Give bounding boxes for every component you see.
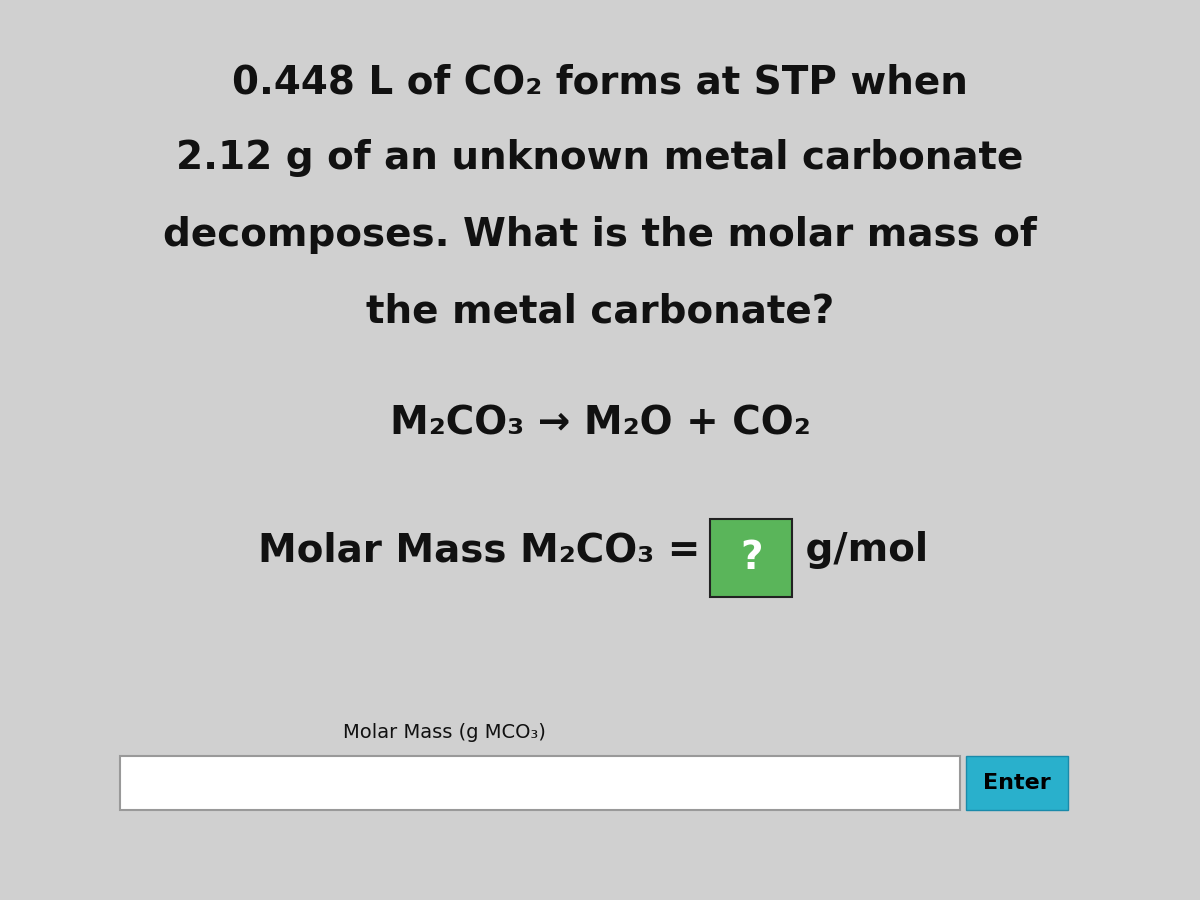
FancyBboxPatch shape [120, 756, 960, 810]
Text: ?: ? [740, 539, 762, 577]
Text: g/mol: g/mol [792, 531, 928, 569]
Text: 2.12 g of an unknown metal carbonate: 2.12 g of an unknown metal carbonate [176, 140, 1024, 177]
FancyBboxPatch shape [966, 756, 1068, 810]
Text: the metal carbonate?: the metal carbonate? [366, 292, 834, 330]
FancyBboxPatch shape [710, 519, 792, 597]
Text: Molar Mass M₂CO₃ =: Molar Mass M₂CO₃ = [258, 531, 714, 569]
Text: Molar Mass (g MCO₃): Molar Mass (g MCO₃) [342, 724, 546, 742]
Text: Enter: Enter [983, 773, 1051, 793]
Text: decomposes. What is the molar mass of: decomposes. What is the molar mass of [163, 216, 1037, 254]
Text: M₂CO₃ → M₂O + CO₂: M₂CO₃ → M₂O + CO₂ [390, 405, 810, 443]
Text: 0.448 L of CO₂ forms at STP when: 0.448 L of CO₂ forms at STP when [232, 63, 968, 101]
